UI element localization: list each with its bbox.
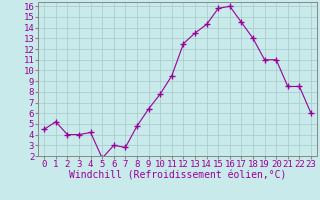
X-axis label: Windchill (Refroidissement éolien,°C): Windchill (Refroidissement éolien,°C) <box>69 171 286 181</box>
